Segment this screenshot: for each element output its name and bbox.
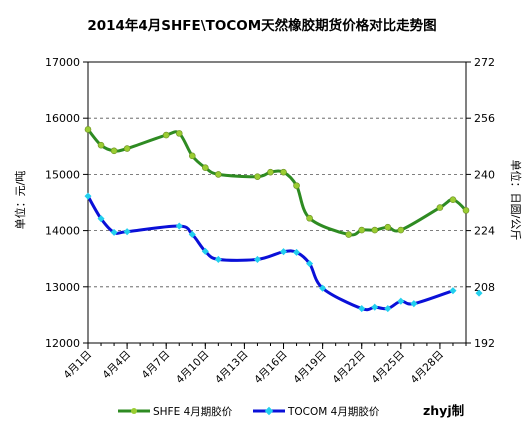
x-tick-label: 4月10日 — [174, 349, 212, 387]
series-layer — [84, 126, 483, 313]
x-tick-label: 4月25日 — [369, 349, 407, 387]
shfe-point — [371, 226, 379, 234]
shfe-point — [345, 231, 352, 238]
legend-shfe-marker — [131, 408, 137, 414]
tocom-point — [110, 228, 118, 236]
shfe-point — [462, 207, 470, 214]
left-tick-label: 17000 — [45, 56, 80, 69]
right-axis-label: 单位：日圆/公斤 — [509, 160, 523, 241]
shfe-point — [358, 226, 366, 234]
tocom-point — [188, 230, 196, 238]
shfe-point — [449, 196, 457, 203]
legend-tocom-marker — [264, 406, 274, 416]
shfe-point — [188, 152, 196, 160]
left-tick-label: 13000 — [45, 281, 80, 294]
shfe-point — [175, 130, 183, 137]
x-tick-label: 4月28日 — [409, 349, 447, 387]
x-tick-label: 4月13日 — [213, 349, 251, 387]
left-tick-label: 12000 — [45, 337, 80, 350]
shfe-point — [384, 223, 392, 231]
right-tick-label: 240 — [474, 168, 495, 181]
shfe-point — [84, 126, 92, 133]
left-tick-label: 15000 — [45, 168, 80, 181]
tocom-point — [384, 305, 392, 313]
tocom-point — [475, 289, 483, 297]
left-tick-label: 14000 — [45, 225, 80, 238]
shfe-point — [215, 171, 222, 178]
shfe-point — [436, 204, 444, 211]
tocom-point — [293, 248, 301, 256]
shfe-point — [110, 147, 118, 155]
tocom-point — [97, 215, 105, 223]
grid-layer — [88, 117, 466, 288]
x-tick-label: 4月7日 — [140, 349, 173, 382]
right-tick-label: 224 — [474, 225, 495, 238]
plot-frame — [87, 61, 467, 344]
x-tick-label: 4月4日 — [100, 349, 133, 382]
shfe-point — [254, 173, 261, 180]
shfe-point — [293, 182, 300, 189]
tocom-point — [84, 192, 92, 200]
x-tick-label: 4月16日 — [252, 349, 290, 387]
left-tick-label: 16000 — [45, 112, 80, 125]
shfe-point — [162, 131, 170, 139]
credit-annotation: zhyj制 — [423, 403, 464, 418]
right-tick-label: 192 — [474, 337, 495, 350]
tocom-line — [86, 195, 454, 312]
tocom-point — [253, 255, 261, 263]
left-axis-label: 单位：元/吨 — [13, 171, 27, 230]
x-tick-label: 4月1日 — [61, 349, 94, 382]
x-tick-label: 4月22日 — [330, 349, 368, 387]
tocom-point — [279, 248, 288, 256]
tocom-point — [449, 287, 457, 295]
shfe-point — [97, 141, 105, 149]
tocom-point — [306, 260, 314, 268]
chart-title: 2014年4月SHFE\TOCOM天然橡胶期货价格对比走势图 — [87, 17, 436, 34]
tocom-point — [358, 305, 366, 313]
tocom-point — [201, 247, 209, 255]
right-tick-label: 256 — [474, 112, 495, 125]
shfe-line — [86, 128, 468, 237]
left-axis: 12000 13000 14000 15000 16000 17000 — [45, 56, 88, 350]
shfe-point — [306, 214, 313, 222]
shfe-point — [280, 168, 287, 176]
tocom-point — [371, 303, 379, 311]
x-tick-label: 4月19日 — [291, 349, 329, 387]
shfe-point — [267, 168, 274, 176]
tocom-point — [410, 300, 418, 308]
shfe-point — [123, 145, 131, 152]
right-tick-label: 272 — [474, 56, 495, 69]
legend-tocom-label: TOCOM 4月期胶价 — [287, 405, 380, 418]
tocom-point — [397, 297, 405, 305]
tocom-point — [175, 222, 183, 230]
tocom-point — [214, 255, 222, 263]
tocom-point — [123, 228, 131, 236]
shfe-point — [202, 164, 209, 171]
legend-shfe-label: SHFE 4月期胶价 — [153, 405, 233, 418]
legend: SHFE 4月期胶价 TOCOM 4月期胶价 zhyj制 — [118, 403, 464, 418]
shfe-point — [397, 226, 405, 234]
x-axis: 4月1日 4月4日 4月7日 4月10日 4月13日 4月16日 4月19日 4月22日 4月2… — [61, 343, 467, 387]
tocom-point — [319, 284, 327, 292]
